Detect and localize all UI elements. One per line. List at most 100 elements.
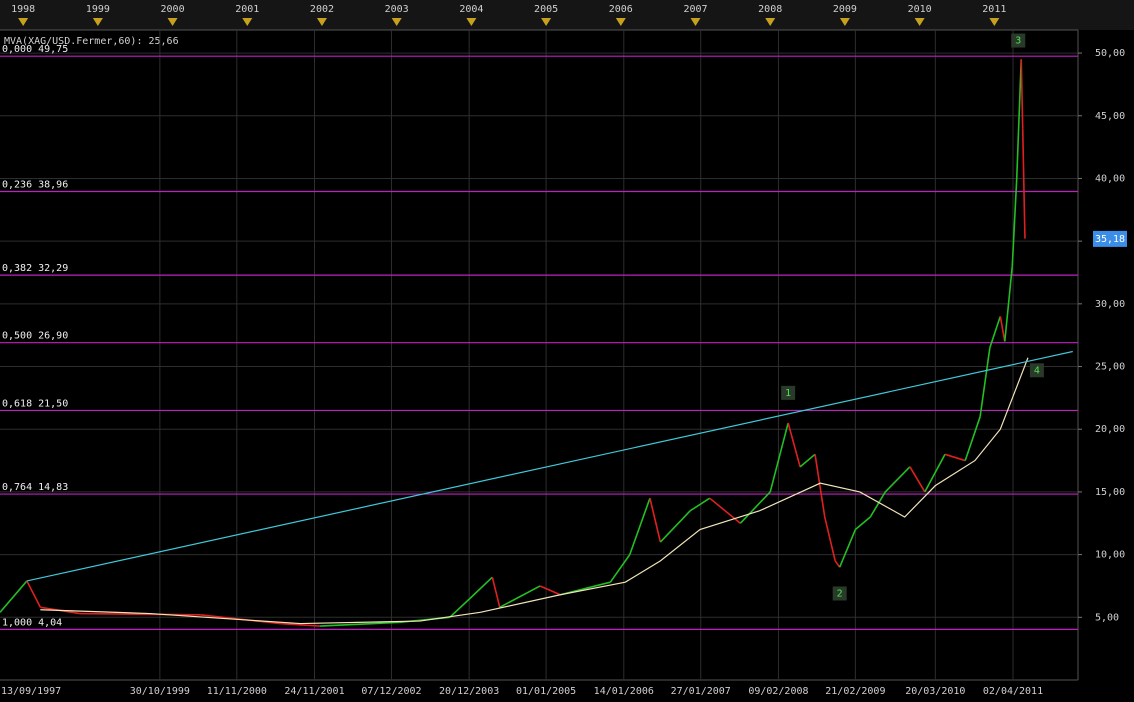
price-segment [869, 491, 886, 518]
price-segment [739, 491, 771, 524]
last-value-label: 35,18 [1095, 234, 1125, 245]
fib-label: 1,000 4,04 [2, 617, 62, 628]
price-segment [884, 466, 911, 493]
price-segment [989, 316, 1002, 348]
price-segment [909, 466, 926, 493]
year-marker [541, 18, 552, 26]
last-value-box [1093, 230, 1127, 247]
x-tick-label: 02/04/2011 [983, 686, 1043, 697]
y-tick-label: 25,00 [1095, 362, 1125, 373]
price-segment [799, 453, 816, 468]
y-tick-label: 40,00 [1095, 173, 1125, 184]
price-segment [834, 560, 841, 568]
y-tick-label: 5,00 [1095, 612, 1119, 623]
price-segment [79, 612, 201, 616]
year-marker [167, 18, 178, 26]
price-segment [823, 516, 836, 562]
year-marker [839, 18, 850, 26]
year-marker [989, 18, 1000, 26]
price-segment [944, 453, 966, 462]
price-segment [787, 422, 801, 468]
y-tick-label: 10,00 [1095, 550, 1125, 561]
year-marker [690, 18, 701, 26]
year-marker [765, 18, 776, 26]
x-tick-label: 07/12/2002 [361, 686, 421, 697]
year-label: 2007 [683, 4, 707, 15]
y-tick-label: 20,00 [1095, 424, 1125, 435]
price-segment [0, 580, 28, 613]
year-label: 1999 [86, 4, 110, 15]
year-label: 2002 [310, 4, 334, 15]
year-marker [391, 18, 402, 26]
price-segment [1015, 59, 1023, 179]
x-tick-label: 11/11/2000 [207, 686, 267, 697]
wave-label: 2 [837, 588, 843, 599]
x-tick-label: 20/03/2010 [905, 686, 965, 697]
wave-box [832, 586, 847, 601]
year-marker [316, 18, 327, 26]
x-tick-label: 01/01/2005 [516, 686, 576, 697]
price-segment [539, 585, 561, 596]
x-tick-label: 09/02/2008 [748, 686, 808, 697]
moving-average [40, 357, 1029, 625]
price-segment [964, 416, 981, 461]
indicator-label: MVA(XAG/USD.Fermer,60): 25,66 [4, 36, 179, 47]
wave-box [781, 385, 796, 400]
price-segment [26, 580, 42, 608]
year-marker [466, 18, 477, 26]
price-segment [1003, 266, 1014, 342]
y-tick-label: 30,00 [1095, 299, 1125, 310]
year-label: 2005 [534, 4, 558, 15]
price-segment [629, 497, 651, 555]
price-segment [499, 585, 541, 608]
year-label: 2004 [459, 4, 483, 15]
x-tick-label: 21/02/2009 [825, 686, 885, 697]
fib-label: 0,000 49,75 [2, 44, 68, 55]
fib-label: 0,618 21,50 [2, 398, 68, 409]
price-segment [769, 422, 789, 493]
price-segment [709, 497, 741, 524]
y-tick-label: 15,00 [1095, 487, 1125, 498]
x-tick-label: 27/01/2007 [671, 686, 731, 697]
price-segment [469, 576, 493, 600]
fib-label: 0,764 14,83 [2, 482, 68, 493]
year-marker [18, 18, 29, 26]
wave-label: 1 [785, 388, 791, 399]
price-segment [280, 622, 320, 627]
fib-label: 0,236 38,96 [2, 179, 68, 190]
year-label: 2011 [982, 4, 1006, 15]
year-marker [914, 18, 925, 26]
year-bar [0, 0, 1134, 30]
y-tick-label: 45,00 [1095, 111, 1125, 122]
x-tick-label: 14/01/2006 [594, 686, 654, 697]
trend-line [26, 350, 1073, 582]
price-segment [1020, 59, 1024, 129]
x-tick-label: 20/12/2003 [439, 686, 499, 697]
year-label: 2000 [161, 4, 185, 15]
price-segment [649, 498, 662, 543]
price-segment [1011, 178, 1018, 267]
wave-label: 3 [1015, 36, 1021, 47]
fib-label: 0,382 32,29 [2, 263, 68, 274]
year-label: 2003 [385, 4, 409, 15]
year-marker [615, 18, 626, 26]
wave-label: 4 [1034, 365, 1040, 376]
x-tick-label: 30/10/1999 [130, 686, 190, 697]
fib-label: 0,500 26,90 [2, 331, 68, 342]
year-label: 2009 [833, 4, 857, 15]
x-tick-label: 24/11/2001 [284, 686, 344, 697]
price-segment [838, 529, 857, 568]
price-segment [689, 497, 711, 512]
price-segment [659, 510, 691, 543]
year-label: 2001 [235, 4, 259, 15]
wave-box [1029, 363, 1044, 378]
price-segment [854, 516, 871, 531]
year-label: 1998 [11, 4, 35, 15]
price-segment [979, 347, 991, 417]
year-marker [92, 18, 103, 26]
price-segment [491, 576, 501, 608]
price-segment [449, 597, 471, 618]
y-tick-label: 50,00 [1095, 48, 1125, 59]
